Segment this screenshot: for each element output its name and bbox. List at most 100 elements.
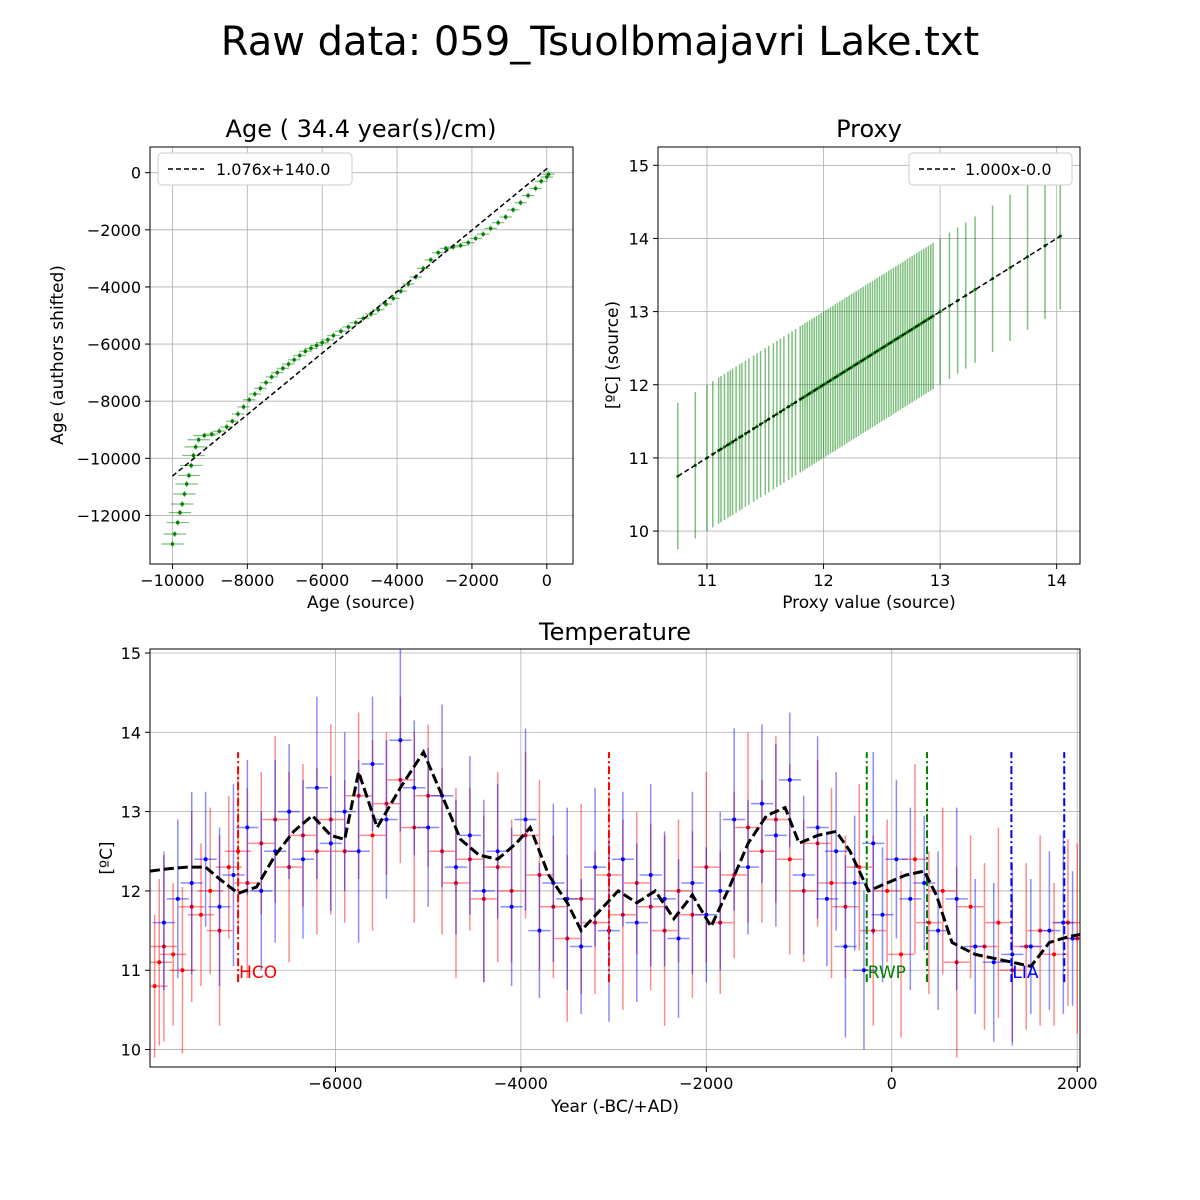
proxy-point <box>898 334 903 339</box>
temperature-red-point <box>815 841 820 846</box>
age-point <box>473 236 478 241</box>
temperature-blue-point <box>620 857 625 862</box>
proxy-y-tick-label: 13 <box>629 303 649 322</box>
temperature-red-point <box>217 928 222 933</box>
age-point <box>269 375 274 379</box>
temperature-red-point <box>829 880 834 885</box>
temperature-blue-point <box>662 896 667 901</box>
age-point <box>526 193 530 198</box>
temperature-blue-point <box>690 880 695 885</box>
age-point <box>320 340 324 345</box>
temperature-red-point <box>226 865 231 870</box>
temperature-blue-point <box>861 968 866 973</box>
temperature-blue-point <box>815 825 820 830</box>
age-point <box>376 308 381 312</box>
proxy-y-tick-label: 14 <box>629 229 649 248</box>
proxy-panel-title: Proxy <box>836 115 902 143</box>
temperature-blue-point <box>676 936 681 941</box>
temperature-red-point <box>300 833 305 838</box>
age-point <box>241 405 246 409</box>
temperature-y-axis-label: [ºC] <box>97 841 117 874</box>
proxy-x-axis-label: Proxy value (source) <box>782 593 956 613</box>
temperature-blue-point <box>718 888 723 893</box>
temperature-plot-frame <box>149 648 1081 1068</box>
temperature-blue-point <box>787 777 792 782</box>
age-point <box>182 492 187 496</box>
temperature-blue-point <box>824 896 829 901</box>
age-point <box>217 429 222 433</box>
proxy-point <box>891 339 896 343</box>
proxy-y-axis-label: [ºC] (source) <box>603 301 623 409</box>
temperature-event-label: HCO <box>239 963 277 983</box>
age-point <box>399 289 403 294</box>
temperature-blue-point <box>314 785 319 790</box>
temperature-blue-point <box>356 849 361 854</box>
age-point <box>458 243 463 248</box>
age-point <box>187 473 191 478</box>
temperature-panel-title: Temperature <box>538 618 691 646</box>
temperature-red-point <box>1075 936 1080 941</box>
temperature-blue-point <box>300 857 305 862</box>
temperature-blue-point <box>648 873 653 878</box>
temperature-red-point <box>426 793 431 798</box>
age-point <box>172 532 177 536</box>
proxy-point <box>810 390 814 394</box>
temperature-blue-point <box>593 865 598 870</box>
age-x-tick-label: −6000 <box>295 571 349 590</box>
temperature-x-tick-label: −2000 <box>679 1074 733 1093</box>
age-point <box>326 337 330 342</box>
temperature-blue-point <box>954 896 959 901</box>
temperature-blue-point <box>217 904 222 909</box>
temperature-blue-point <box>871 841 876 846</box>
age-point <box>428 258 433 262</box>
age-point <box>518 200 523 205</box>
temperature-blue-point <box>495 849 500 854</box>
age-y-tick-label: 0 <box>131 164 141 183</box>
temperature-red-point <box>370 833 375 838</box>
age-x-tick-label: −2000 <box>445 571 499 590</box>
temperature-blue-point <box>834 849 839 854</box>
temperature-event-label: RWP <box>868 963 906 983</box>
age-point <box>196 437 201 442</box>
temperature-blue-point <box>880 912 885 917</box>
temperature-y-tick-label: 11 <box>121 961 141 980</box>
temperature-red-point <box>453 880 458 885</box>
age-point <box>191 453 196 458</box>
age-point <box>175 520 180 525</box>
temperature-blue-point <box>342 809 347 814</box>
age-panel: Age ( 34.4 year(s)/cm) Age (source) Age … <box>48 115 574 613</box>
temperature-x-tick-label: 0 <box>887 1074 897 1093</box>
temperature-red-point <box>899 952 904 957</box>
figure-title: Raw data: 059_Tsuolbmajavri Lake.txt <box>221 19 979 65</box>
temperature-red-point <box>171 952 176 957</box>
temperature-red-point <box>732 873 737 878</box>
age-point <box>258 386 263 391</box>
age-point <box>178 510 182 515</box>
age-point <box>180 502 184 506</box>
temperature-blue-point <box>287 809 292 814</box>
temperature-blue-point <box>759 801 764 806</box>
proxy-legend: 1.000x-0.0 <box>908 152 1073 186</box>
proxy-point <box>817 386 821 390</box>
temperature-red-point <box>579 896 584 901</box>
age-y-tick-label: −4000 <box>87 278 141 297</box>
temperature-y-tick-label: 13 <box>121 803 141 822</box>
temperature-blue-point <box>746 865 751 870</box>
age-point <box>331 333 336 338</box>
temperature-y-tick-label: 14 <box>121 723 141 742</box>
temperature-red-point <box>356 793 361 798</box>
temperature-red-point <box>440 849 445 854</box>
temperature-red-point <box>551 904 556 909</box>
age-fit-line <box>171 166 550 477</box>
temperature-red-point <box>208 888 213 893</box>
proxy-point <box>790 402 794 407</box>
proxy-x-tick-label: 13 <box>930 571 950 590</box>
age-x-tick-label: −10000 <box>140 571 204 590</box>
age-x-tick-label: 0 <box>542 571 552 590</box>
proxy-plot-frame <box>657 146 1081 565</box>
age-point <box>193 445 198 449</box>
temperature-y-tick-label: 12 <box>121 882 141 901</box>
temperature-blue-point <box>509 904 514 909</box>
temperature-red-point <box>704 865 709 870</box>
